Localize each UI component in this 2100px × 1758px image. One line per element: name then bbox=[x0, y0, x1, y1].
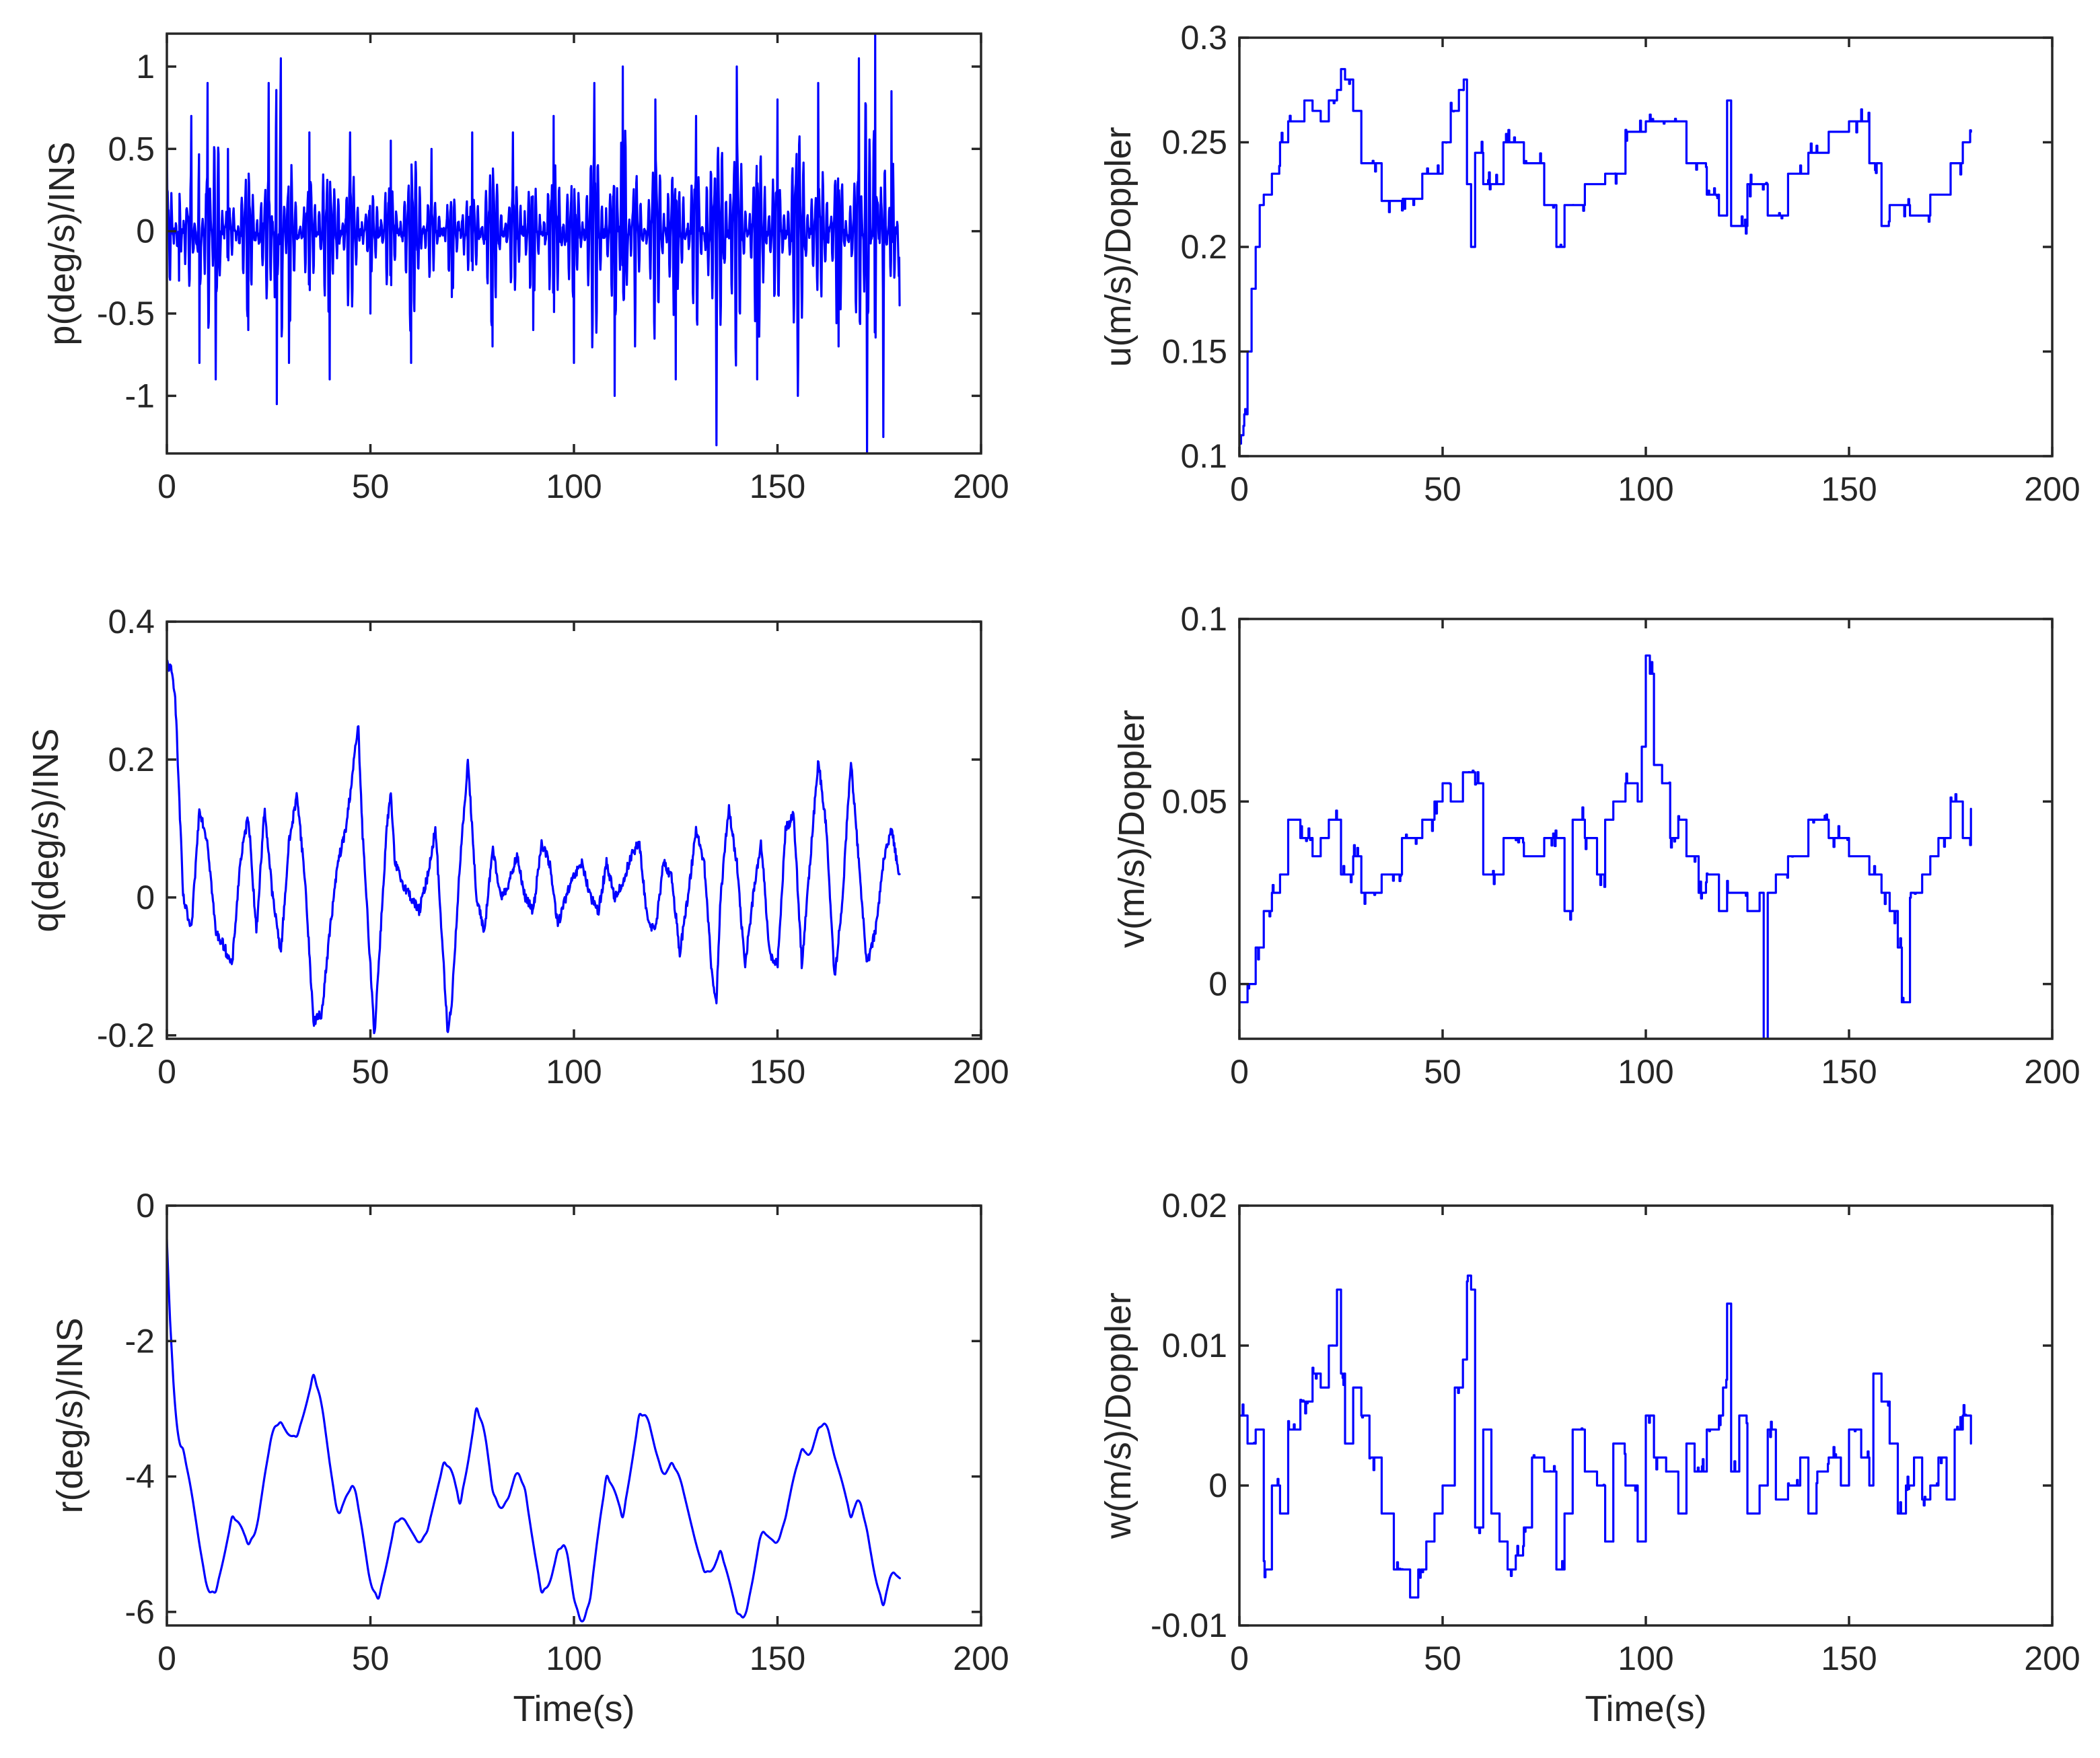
x-tick-label-v: 50 bbox=[1424, 1053, 1461, 1091]
y-axis-label-r: r(deg/s)/INS bbox=[50, 1317, 90, 1513]
x-tick-label-w: 150 bbox=[1821, 1640, 1877, 1677]
y-tick-label-q: 0 bbox=[136, 879, 155, 916]
y-tick-label-p: 0 bbox=[136, 213, 155, 250]
y-tick-label-p: 1 bbox=[136, 48, 155, 85]
x-tick-label-q: 200 bbox=[953, 1053, 1009, 1091]
x-tick-label-r: 100 bbox=[546, 1640, 602, 1677]
series-line-w bbox=[1239, 1274, 1972, 1599]
y-tick-label-w: 0.02 bbox=[1162, 1187, 1227, 1224]
y-axis-label-p: p(deg/s)/INS bbox=[42, 141, 82, 345]
x-tick-label-u: 50 bbox=[1424, 470, 1461, 508]
y-tick-label-q: -0.2 bbox=[97, 1017, 155, 1054]
x-tick-label-q: 100 bbox=[546, 1053, 602, 1091]
y-tick-label-v: 0.05 bbox=[1162, 782, 1227, 820]
series-line-q bbox=[167, 659, 901, 1035]
axes-frame-r bbox=[166, 1204, 982, 1627]
x-tick-label-v: 0 bbox=[1230, 1053, 1249, 1091]
x-tick-label-q: 0 bbox=[157, 1053, 176, 1091]
y-tick-label-u: 0.3 bbox=[1180, 19, 1227, 57]
panel-p: 0 50 100 150 200 -1 -0.5 0 0.5 1 p(deg/s)/INS bbox=[42, 32, 1009, 505]
y-axis-label-v: v(m/s)/Doppler bbox=[1112, 710, 1152, 948]
panel-q: 0 50 100 150 200-0.200.20.4q(deg/s)/INS bbox=[26, 603, 1009, 1091]
x-tick-label-w: 50 bbox=[1424, 1640, 1461, 1677]
x-tick-label-r: 200 bbox=[953, 1640, 1009, 1677]
x-tick-label-u: 100 bbox=[1618, 470, 1673, 508]
y-tick-label-q: 0.4 bbox=[108, 603, 155, 640]
x-tick-label-u: 150 bbox=[1821, 470, 1877, 508]
y-tick-label-p: -0.5 bbox=[97, 295, 155, 332]
x-tick-label-w: 200 bbox=[2024, 1640, 2080, 1677]
y-tick-label-p: 0.5 bbox=[108, 130, 155, 168]
series-line-r bbox=[167, 1238, 901, 1623]
y-tick-label-q: 0.2 bbox=[108, 741, 155, 778]
x-tick-label-q: 50 bbox=[352, 1053, 390, 1091]
y-tick-label-w: 0.01 bbox=[1162, 1327, 1227, 1364]
x-tick-label-r: 0 bbox=[157, 1640, 176, 1677]
y-tick-label-u: 0.25 bbox=[1162, 124, 1227, 161]
x-tick-label-u: 0 bbox=[1230, 470, 1249, 508]
x-tick-label-u: 200 bbox=[2024, 470, 2080, 508]
x-tick-label-r: 50 bbox=[352, 1640, 390, 1677]
panel-u: 0 50 100 150 200 0.1 0.15 0.2 0.25 0.3 u(m/s)/Dopp… bbox=[1098, 19, 2080, 508]
x-axis-label-r: Time(s) bbox=[513, 1689, 635, 1729]
y-tick-label-r: -4 bbox=[125, 1458, 155, 1496]
y-tick-label-p: -1 bbox=[125, 377, 155, 414]
x-tick-label-p: 100 bbox=[546, 468, 602, 505]
series-line-u bbox=[1239, 68, 1972, 445]
series-line-v bbox=[1239, 654, 1972, 1039]
x-tick-label-v: 150 bbox=[1821, 1053, 1877, 1091]
x-axis-label-w: Time(s) bbox=[1585, 1689, 1707, 1729]
y-tick-label-v: 0 bbox=[1208, 965, 1227, 1003]
x-tick-label-p: 50 bbox=[352, 468, 390, 505]
axes-frame-q bbox=[166, 620, 982, 1040]
y-tick-label-u: 0.15 bbox=[1162, 333, 1227, 371]
panel-w: 0 50 100 150 200-0.0100.010.02w(m/s)/Doppler… bbox=[1098, 1187, 2080, 1729]
x-tick-label-q: 150 bbox=[750, 1053, 805, 1091]
x-tick-label-w: 100 bbox=[1618, 1640, 1673, 1677]
x-tick-label-p: 200 bbox=[953, 468, 1009, 505]
x-tick-label-v: 200 bbox=[2024, 1053, 2080, 1091]
panel-v: 0 50 100 150 200 0 0.05 0.1 v(m/s)/Doppler bbox=[1112, 600, 2080, 1091]
y-tick-label-r: 0 bbox=[136, 1187, 155, 1224]
y-tick-label-u: 0.1 bbox=[1180, 437, 1227, 475]
y-tick-label-w: 0 bbox=[1208, 1467, 1227, 1504]
x-tick-label-v: 100 bbox=[1618, 1053, 1673, 1091]
y-axis-label-w: w(m/s)/Doppler bbox=[1098, 1292, 1138, 1539]
y-tick-label-v: 0.1 bbox=[1180, 600, 1227, 638]
y-tick-label-r: -2 bbox=[125, 1322, 155, 1360]
x-tick-label-p: 150 bbox=[750, 468, 805, 505]
y-axis-label-u: u(m/s)/Doppler bbox=[1098, 126, 1138, 367]
axes-frame-u bbox=[1238, 36, 2054, 457]
y-tick-label-w: -0.01 bbox=[1151, 1607, 1227, 1644]
y-tick-label-r: -6 bbox=[125, 1593, 155, 1631]
y-tick-label-u: 0.2 bbox=[1180, 228, 1227, 266]
series-line-p bbox=[167, 34, 901, 453]
y-axis-label-q: q(deg/s)/INS bbox=[26, 728, 66, 932]
x-tick-label-w: 0 bbox=[1230, 1640, 1249, 1677]
x-tick-label-p: 0 bbox=[157, 468, 176, 505]
panel-r: 0 50 100 150 200 -6 -4 -2 0 r(deg/s)/INS Time(s) bbox=[50, 1187, 1009, 1729]
x-tick-label-r: 150 bbox=[750, 1640, 805, 1677]
